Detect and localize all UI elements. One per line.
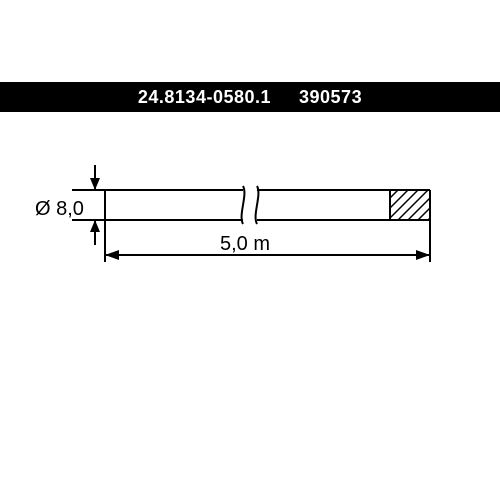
technical-drawing: Ø 8,0 5,0 m (0, 130, 500, 350)
len-arrow-left (105, 250, 119, 260)
part-number: 24.8134-0580.1 (138, 87, 271, 108)
length-label: 5,0 m (220, 233, 270, 255)
hatch-icon (390, 190, 430, 220)
len-arrow-right (416, 250, 430, 260)
break-left (242, 186, 245, 224)
dim-dia-arrow-top (90, 178, 100, 190)
dim-dia-arrow-bottom (90, 220, 100, 232)
diameter-label: Ø 8,0 (35, 198, 84, 220)
break-right (256, 186, 259, 224)
header-bar: 24.8134-0580.1 390573 (0, 82, 500, 112)
ref-number: 390573 (299, 87, 362, 108)
